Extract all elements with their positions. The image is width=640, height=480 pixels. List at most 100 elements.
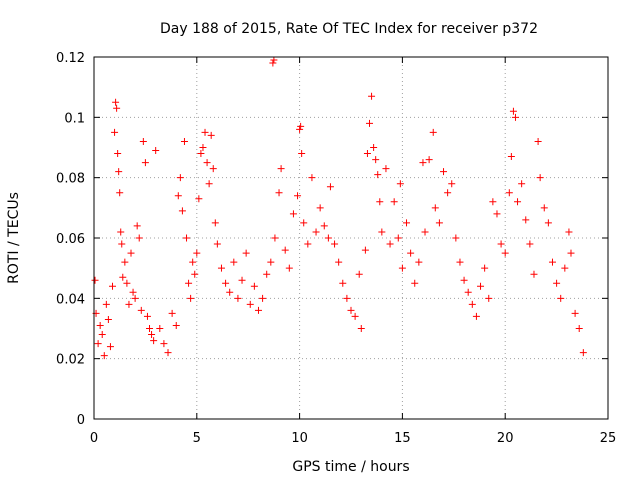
- data-point: [160, 340, 168, 348]
- data-point: [143, 312, 151, 320]
- data-point: [394, 234, 402, 242]
- data-points: [91, 56, 587, 360]
- data-point: [254, 306, 262, 314]
- data-point: [382, 165, 390, 173]
- data-point: [298, 150, 306, 158]
- data-point: [415, 258, 423, 266]
- data-point: [137, 306, 145, 314]
- data-point: [234, 294, 242, 302]
- data-point: [98, 331, 106, 339]
- data-point: [277, 165, 285, 173]
- data-point: [468, 300, 476, 308]
- data-point: [514, 198, 522, 206]
- x-tick-label: 15: [394, 431, 411, 446]
- data-point: [536, 174, 544, 182]
- data-point: [343, 294, 351, 302]
- data-point: [118, 240, 126, 248]
- data-point: [230, 258, 238, 266]
- data-point: [339, 279, 347, 287]
- data-point: [522, 216, 530, 224]
- data-point: [477, 282, 485, 290]
- data-point: [571, 309, 579, 317]
- data-point: [390, 198, 398, 206]
- data-point: [116, 189, 124, 197]
- data-point: [125, 300, 133, 308]
- data-point: [326, 183, 334, 191]
- data-point: [456, 258, 464, 266]
- data-point: [113, 104, 121, 112]
- data-point: [425, 156, 433, 164]
- data-point: [411, 279, 419, 287]
- data-point: [489, 198, 497, 206]
- data-point: [485, 294, 493, 302]
- data-point: [544, 219, 552, 227]
- data-point: [187, 294, 195, 302]
- data-point: [507, 153, 515, 161]
- y-axis-ticks: 0 0.02 0.04 0.06 0.08 0.1 0.12: [56, 51, 608, 428]
- data-point: [102, 300, 110, 308]
- data-point: [156, 325, 164, 332]
- data-point: [168, 309, 176, 317]
- data-point: [308, 174, 316, 182]
- x-tick-label: 25: [600, 431, 617, 446]
- data-point: [185, 279, 193, 287]
- y-tick-label: 0.04: [56, 292, 85, 307]
- data-point: [211, 219, 219, 227]
- data-point: [135, 234, 143, 242]
- data-point: [205, 180, 213, 188]
- data-point: [509, 107, 517, 115]
- data-point: [242, 249, 250, 257]
- data-point: [553, 279, 561, 287]
- data-point: [407, 249, 415, 257]
- data-point: [96, 321, 104, 329]
- data-point: [263, 270, 271, 278]
- data-point: [201, 128, 209, 136]
- data-point: [111, 128, 119, 136]
- data-point: [141, 159, 149, 167]
- x-tick-label: 20: [497, 431, 514, 446]
- data-point: [526, 240, 534, 248]
- data-point: [294, 192, 302, 200]
- chart-title: Day 188 of 2015, Rate Of TEC Index for r…: [160, 21, 538, 37]
- data-point: [269, 59, 277, 67]
- data-point: [403, 219, 411, 227]
- x-tick-label: 5: [193, 431, 201, 446]
- data-point: [534, 137, 542, 145]
- data-point: [193, 249, 201, 257]
- data-point: [357, 325, 365, 332]
- data-point: [275, 189, 283, 197]
- data-point: [575, 325, 583, 332]
- data-point: [361, 246, 369, 254]
- data-point: [174, 192, 182, 200]
- y-tick-label: 0.12: [56, 51, 85, 66]
- data-point: [199, 144, 207, 151]
- data-point: [396, 180, 404, 188]
- data-point: [335, 258, 343, 266]
- data-point: [505, 189, 513, 197]
- data-point: [172, 321, 180, 329]
- data-point: [139, 137, 147, 145]
- data-point: [91, 276, 99, 284]
- data-point: [121, 258, 129, 266]
- gridlines: [94, 57, 608, 419]
- data-point: [464, 288, 472, 296]
- data-point: [183, 234, 191, 242]
- data-point: [178, 207, 186, 215]
- data-point: [112, 98, 120, 106]
- data-point: [131, 294, 139, 302]
- data-point: [191, 270, 199, 278]
- data-point: [106, 343, 114, 351]
- data-point: [421, 228, 429, 236]
- x-axis-title: GPS time / hours: [292, 459, 409, 475]
- data-point: [119, 273, 127, 281]
- data-point: [271, 234, 279, 242]
- data-point: [146, 325, 154, 332]
- data-point: [104, 315, 112, 323]
- data-point: [493, 210, 501, 218]
- data-point: [150, 337, 158, 345]
- data-point: [370, 144, 378, 151]
- data-point: [115, 168, 123, 176]
- data-point: [133, 222, 141, 230]
- data-point: [444, 189, 452, 197]
- data-point: [217, 264, 225, 272]
